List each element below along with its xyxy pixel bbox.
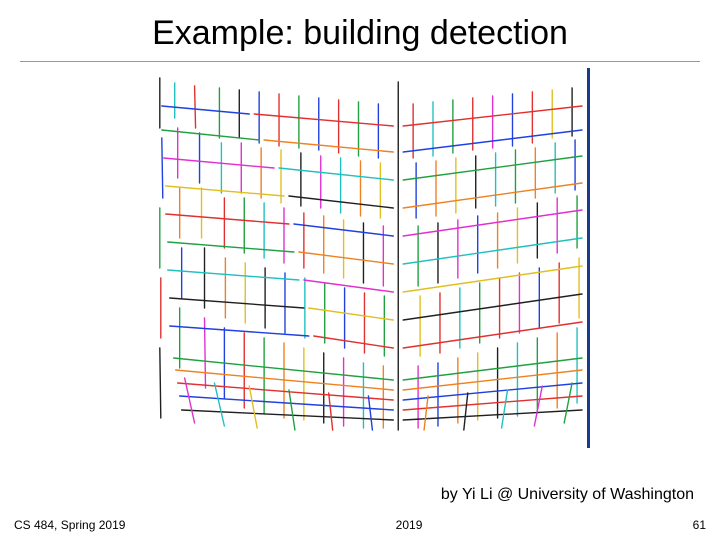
line-segments-svg bbox=[130, 68, 587, 448]
footer-page-number: 61 bbox=[693, 518, 706, 532]
slide-title: Example: building detection bbox=[152, 14, 568, 52]
building-detection-figure bbox=[130, 68, 590, 448]
footer-year: 2019 bbox=[125, 518, 692, 532]
title-rule bbox=[20, 61, 700, 62]
slide-title-wrap: Example: building detection bbox=[0, 0, 720, 61]
attribution-text: by Yi Li @ University of Washington bbox=[441, 486, 694, 504]
footer-course: CS 484, Spring 2019 bbox=[14, 518, 125, 532]
slide-footer: CS 484, Spring 2019 2019 61 bbox=[0, 518, 720, 532]
